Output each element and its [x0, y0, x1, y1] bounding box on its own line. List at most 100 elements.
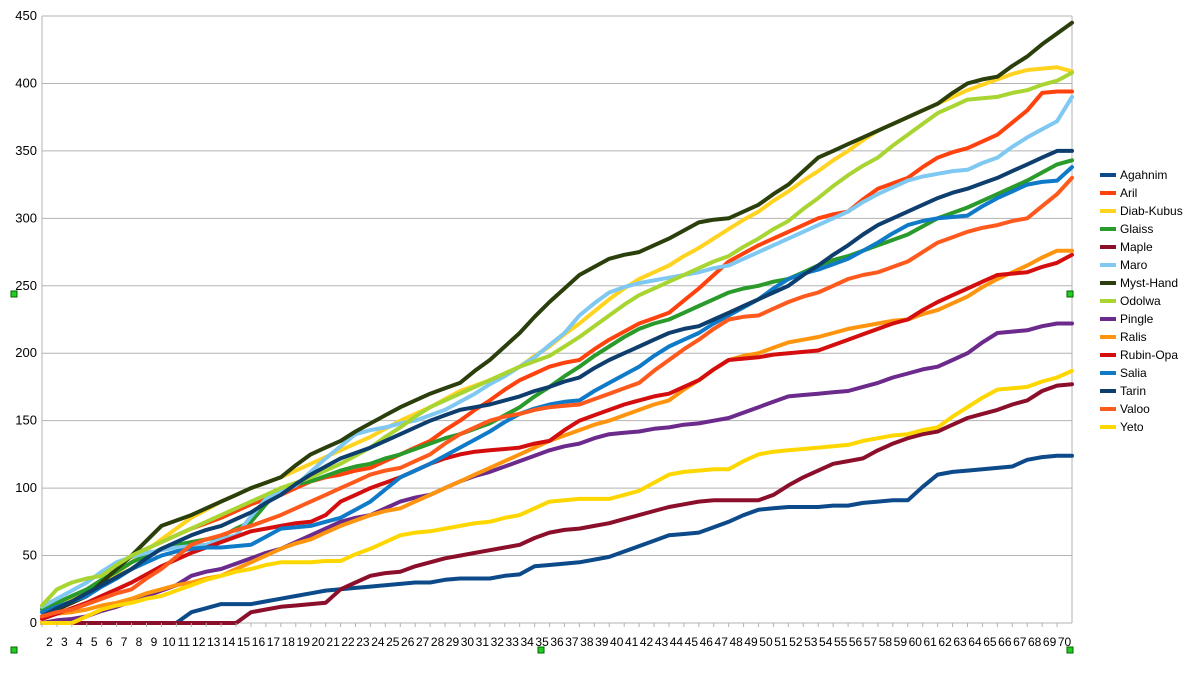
x-tick-label: 60: [909, 635, 923, 649]
x-tick-label: 47: [715, 635, 729, 649]
x-tick-label: 5: [91, 635, 98, 649]
x-tick-label: 25: [386, 635, 400, 649]
series-line-pingle: [40, 321, 1074, 625]
x-tick-label: 59: [894, 635, 908, 649]
legend-label: Maple: [1120, 240, 1153, 254]
legend-label: Diab-Kubus: [1120, 204, 1183, 218]
x-tick-label: 2: [46, 635, 53, 649]
x-tick-label: 19: [297, 635, 311, 649]
x-tick-label: 65: [983, 635, 997, 649]
legend-label: Myst-Hand: [1120, 276, 1178, 290]
x-tick-label: 33: [506, 635, 520, 649]
y-tick-label: 100: [15, 480, 37, 495]
series-line-maro: [40, 94, 1074, 609]
y-tick-label: 450: [15, 8, 37, 23]
selection-handle[interactable]: [1066, 290, 1074, 298]
x-tick-label: 67: [1013, 635, 1027, 649]
series-line-tarin: [40, 148, 1074, 619]
x-tick-label: 50: [759, 635, 773, 649]
x-tick-label: 57: [864, 635, 878, 649]
y-tick-label: 400: [15, 75, 37, 90]
x-tick-label: 64: [968, 635, 982, 649]
series-line-yeto: [40, 368, 1074, 625]
x-tick-label: 28: [431, 635, 445, 649]
x-tick-label: 4: [76, 635, 83, 649]
selection-handle[interactable]: [1066, 646, 1074, 654]
x-tick-label: 52: [789, 635, 803, 649]
x-tick-label: 31: [476, 635, 490, 649]
x-tick-label: 46: [700, 635, 714, 649]
x-tick-label: 36: [550, 635, 564, 649]
x-tick-label: 29: [446, 635, 460, 649]
legend-label: Salia: [1120, 366, 1147, 380]
x-tick-label: 21: [326, 635, 340, 649]
series-line-odolwa: [40, 70, 1074, 608]
series-line-valoo: [40, 175, 1074, 619]
x-tick-label: 6: [106, 635, 113, 649]
x-tick-label: 7: [121, 635, 128, 649]
x-tick-label: 51: [774, 635, 788, 649]
x-tick-label: 68: [1028, 635, 1042, 649]
x-tick-label: 35: [535, 635, 549, 649]
x-tick-label: 56: [849, 635, 863, 649]
x-tick-label: 9: [151, 635, 158, 649]
x-tick-label: 55: [834, 635, 848, 649]
x-tick-label: 54: [819, 635, 833, 649]
x-tick-label: 41: [625, 635, 639, 649]
x-tick-label: 63: [953, 635, 967, 649]
x-tick-label: 8: [136, 635, 143, 649]
series-line-maple: [40, 382, 1074, 625]
x-tick-label: 45: [685, 635, 699, 649]
x-tick-label: 18: [282, 635, 296, 649]
x-tick-label: 10: [162, 635, 176, 649]
legend: Agahnim Aril Diab-Kubus Glaiss Maple Maro Myst…: [1100, 168, 1183, 434]
y-tick-label: 50: [23, 548, 37, 563]
x-tick-label: 39: [595, 635, 609, 649]
legend-label: Tarin: [1120, 384, 1146, 398]
y-tick-label: 350: [15, 143, 37, 158]
x-tick-label: 69: [1043, 635, 1057, 649]
x-tick-label: 49: [744, 635, 758, 649]
x-tick-label: 27: [416, 635, 430, 649]
y-tick-label: 250: [15, 278, 37, 293]
selection-handle[interactable]: [537, 646, 545, 654]
x-tick-label: 62: [938, 635, 952, 649]
x-tick-label: 12: [192, 635, 206, 649]
legend-label: Valoo: [1120, 402, 1150, 416]
legend-label: Glaiss: [1120, 222, 1153, 236]
legend-label: Agahnim: [1120, 168, 1167, 182]
x-tick-label: 14: [222, 635, 236, 649]
x-axis-ticks: 2 3 4 5 6 7 8 9 10 11 12 13 14 15 16 17 18 19 20 21 22 23 24 25…: [41, 623, 1072, 649]
series-line-rubin-opa: [40, 252, 1074, 621]
selection-handle[interactable]: [10, 290, 18, 298]
legend-label: Maro: [1120, 258, 1148, 272]
x-tick-label: 42: [640, 635, 654, 649]
x-tick-label: 17: [267, 635, 281, 649]
legend-label: Ralis: [1120, 330, 1147, 344]
x-tick-label: 43: [655, 635, 669, 649]
x-tick-label: 15: [237, 635, 251, 649]
series-line-salia: [40, 165, 1074, 615]
selection-handle[interactable]: [10, 646, 18, 654]
x-tick-label: 11: [178, 635, 191, 649]
x-tick-label: 30: [461, 635, 475, 649]
series-lines: [40, 20, 1074, 625]
legend-label: Yeto: [1120, 420, 1144, 434]
y-axis-ticks: 0 50 100 150 200 250 300 350 400 450: [15, 8, 37, 630]
x-tick-label: 22: [341, 635, 355, 649]
series-line-agahnim: [40, 453, 1074, 625]
x-tick-label: 40: [610, 635, 624, 649]
y-tick-label: 0: [30, 615, 37, 630]
x-tick-label: 23: [356, 635, 370, 649]
y-tick-label: 150: [15, 413, 37, 428]
x-tick-label: 58: [879, 635, 893, 649]
selection-handles: [10, 290, 1074, 654]
x-tick-label: 38: [580, 635, 594, 649]
x-tick-label: 16: [252, 635, 266, 649]
legend-label: Rubin-Opa: [1120, 348, 1178, 362]
legend-label: Pingle: [1120, 312, 1154, 326]
x-tick-label: 20: [311, 635, 325, 649]
x-tick-label: 13: [207, 635, 221, 649]
x-tick-label: 3: [61, 635, 68, 649]
